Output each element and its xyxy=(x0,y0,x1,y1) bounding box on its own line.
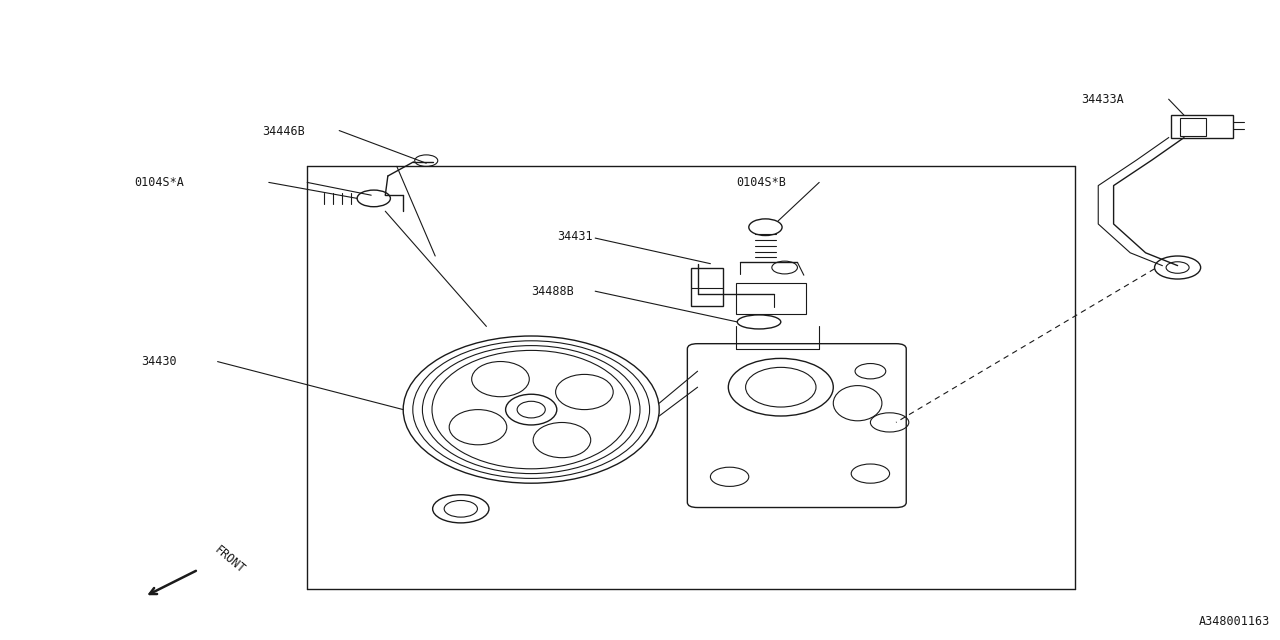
Text: 34488B: 34488B xyxy=(531,285,573,298)
Text: 0104S*B: 0104S*B xyxy=(736,176,786,189)
Text: A348001163: A348001163 xyxy=(1198,616,1270,628)
Text: 0104S*A: 0104S*A xyxy=(134,176,184,189)
Bar xyxy=(736,283,806,314)
Text: 34430: 34430 xyxy=(141,355,177,368)
Bar xyxy=(1171,115,1233,138)
Bar xyxy=(1180,118,1206,136)
Text: 34433A: 34433A xyxy=(1082,93,1124,106)
Text: 34446B: 34446B xyxy=(262,125,305,138)
Bar xyxy=(691,268,723,306)
Text: 34431: 34431 xyxy=(557,230,593,243)
Text: FRONT: FRONT xyxy=(211,543,247,577)
